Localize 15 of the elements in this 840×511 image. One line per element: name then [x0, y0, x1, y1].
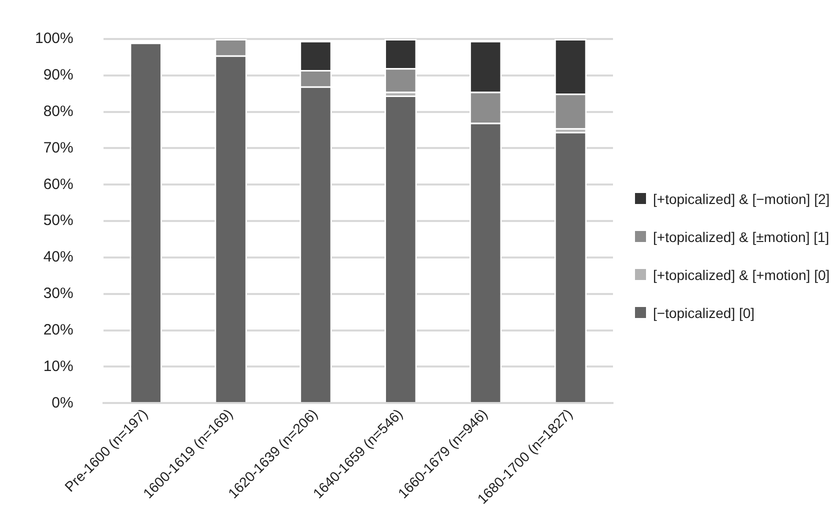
y-tick-label: 20%: [43, 321, 74, 338]
y-tick-label: 70%: [43, 139, 74, 156]
y-tick-label: 100%: [34, 30, 74, 48]
legend-label: [+topicalized] & [−motion] [2]: [653, 190, 830, 206]
y-tick-label: 50%: [43, 212, 74, 230]
y-tick-label: 80%: [43, 102, 74, 120]
y-tick-label: 10%: [43, 358, 74, 375]
y-tick-label: 0%: [52, 394, 74, 412]
legend-label: [−topicalized] [0]: [653, 304, 755, 320]
y-tick-label: 90%: [43, 66, 74, 84]
legend-label: [+topicalized] & [±motion] [1]: [653, 228, 830, 244]
y-tick-label: 40%: [43, 248, 74, 266]
y-tick-label: 60%: [43, 176, 74, 193]
y-tick-label: 30%: [43, 285, 74, 302]
legend-label: [+topicalized] & [+motion] [0]: [653, 266, 830, 282]
